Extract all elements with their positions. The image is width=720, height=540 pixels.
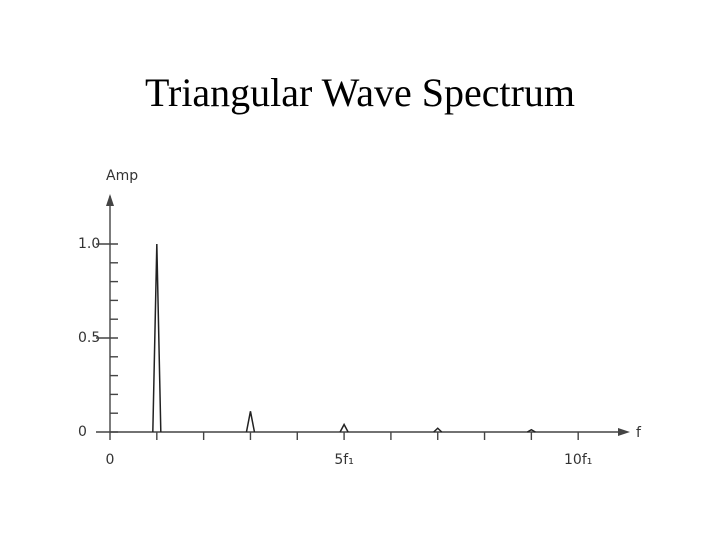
y-axis-label: Amp <box>106 168 138 184</box>
y-axis-arrow <box>106 194 114 206</box>
x-tick-label: 10f₁ <box>564 452 592 468</box>
spectral-line <box>433 427 443 433</box>
y-tick-label: 1.0 <box>78 236 100 252</box>
x-axis-arrow <box>618 428 630 436</box>
spectral-line <box>339 422 349 433</box>
y-tick-label: 0 <box>78 424 87 440</box>
x-axis-label: f <box>636 425 642 441</box>
slide-title: Triangular Wave Spectrum <box>145 70 575 115</box>
x-tick-label: 0 <box>106 452 115 468</box>
spectral-line <box>245 411 256 433</box>
y-tick-label: 0.5 <box>78 330 100 346</box>
spectral-line <box>152 243 162 433</box>
x-tick-label: 5f₁ <box>334 452 353 468</box>
spectral-line <box>526 428 536 433</box>
